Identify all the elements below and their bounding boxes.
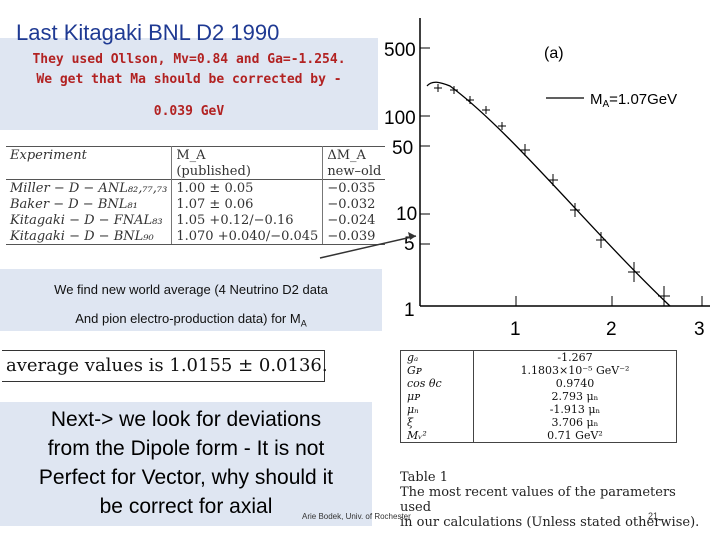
header-experiment: Experiment	[6, 146, 173, 163]
param-value: 0.9740	[555, 377, 595, 390]
row-dma: −0.035	[322, 179, 386, 196]
average-note-subscript: A	[300, 318, 307, 329]
data-point	[466, 96, 474, 104]
average-note-line-2-text: And pion electro-production data) for M	[75, 311, 301, 326]
table-caption-title: Table 1	[400, 470, 448, 485]
param-value: -1.913 μₙ	[549, 403, 601, 416]
data-point	[450, 86, 458, 94]
data-point	[482, 106, 490, 114]
data-point	[658, 286, 670, 306]
data-point	[628, 262, 640, 282]
table-caption-line-3: in our calculations (Unless stated other…	[400, 515, 700, 530]
header-ma: M_A	[171, 146, 324, 163]
note-line-1: They used Ollson, Mv=0.84 and Ga=-1.254.	[32, 52, 346, 67]
table-row: Kitagaki − D − FNAL₈₃ 1.05 +0.12/−0.16 −…	[6, 212, 385, 228]
data-point	[548, 174, 558, 186]
data-point	[596, 232, 606, 248]
x-tick-1: 1	[510, 319, 521, 340]
row-experiment: Miller − D − ANL₈₂,₇₇,₇₃	[6, 179, 173, 196]
next-line-1: Next-> we look for deviations	[50, 408, 322, 431]
param-value: 1.1803×10⁻⁵ GeV⁻²	[520, 364, 630, 377]
note-line-2: We get that Ma should be corrected by -	[36, 72, 342, 87]
y-tick-5: 5	[404, 234, 415, 255]
data-point	[570, 203, 580, 217]
param-key: μᴘ	[400, 390, 474, 403]
table-row: gₐ -1.267	[400, 350, 677, 364]
row-ma: 1.07 ± 0.06	[171, 196, 324, 212]
table-caption-line-2: The most recent values of the parameters…	[400, 485, 676, 515]
param-key: cos θc	[400, 377, 474, 390]
subheader-ma: (published)	[171, 163, 324, 180]
panel-label: (a)	[544, 45, 564, 62]
table-row: Kitagaki − D − BNL₉₀ 1.070 +0.040/−0.045…	[6, 228, 386, 245]
table-row: Mᵥ² 0.71 GeV²	[400, 429, 677, 443]
next-box	[0, 402, 372, 526]
average-values: average values is 1.0155 ± 0.0136.	[2, 350, 328, 382]
y-tick-10: 10	[396, 204, 417, 225]
x-tick-2: 2	[606, 319, 617, 340]
param-value: -1.267	[557, 351, 593, 364]
table-row: μₙ -1.913 μₙ	[400, 403, 677, 416]
y-tick-1: 1	[404, 300, 415, 321]
param-key: Mᵥ²	[400, 429, 474, 443]
average-note-box	[0, 269, 382, 331]
footer-author: Arie Bodek, Univ. of Rochester	[302, 512, 411, 521]
row-dma: −0.039	[322, 228, 386, 245]
row-dma: −0.032	[327, 196, 376, 212]
average-note-line-1: We find new world average (4 Neutrino D2…	[54, 282, 328, 297]
param-value: 3.706 μₙ	[551, 416, 599, 429]
note-box	[0, 38, 378, 130]
next-line-3: Perfect for Vector, why should it	[38, 466, 334, 489]
data-point	[498, 122, 506, 130]
note-line-3: 0.039 GeV	[153, 104, 225, 119]
param-key: gₐ	[400, 350, 474, 364]
table-row: cos θc 0.9740	[400, 377, 677, 390]
average-note-line-2: And pion electro-production data) for MA	[0, 311, 382, 329]
header-dma: ΔM_A	[322, 146, 386, 163]
row-ma: 1.05 +0.12/−0.16	[171, 212, 324, 228]
param-key: Gᴘ	[400, 364, 474, 377]
table-row: Baker − D − BNL₈₁ 1.07 ± 0.06 −0.032	[6, 196, 385, 212]
y-tick-500: 500	[384, 40, 416, 61]
data-point	[520, 144, 530, 156]
subheader-experiment	[6, 163, 173, 180]
subheader-dma: new–old	[327, 163, 382, 179]
page-number: 21	[648, 511, 659, 521]
data-points	[434, 84, 670, 306]
param-value: 2.793 μₙ	[551, 390, 599, 403]
slide-title: Last Kitagaki BNL D2 1990	[16, 20, 280, 45]
row-dma: −0.024	[327, 212, 376, 228]
table-row: ξ 3.706 μₙ	[400, 416, 677, 429]
y-tick-50: 50	[392, 138, 413, 159]
row-experiment: Kitagaki − D − FNAL₈₃	[6, 212, 173, 228]
legend-label: MA=1.07GeV	[590, 91, 677, 110]
x-tick-marks	[515, 296, 703, 306]
param-value: 0.71 GeV²	[547, 429, 603, 442]
x-tick-3: 3	[694, 319, 705, 340]
table-row: Miller − D − ANL₈₂,₇₇,₇₃ 1.00 ± 0.05 −0.…	[6, 179, 386, 196]
cross-section-plot: 500 100 50 10 5 1 1 2 3 (a) MA=1.07GeV	[384, 18, 710, 340]
row-experiment: Baker − D − BNL₈₁	[6, 196, 173, 212]
parameters-table: gₐ -1.267 Gᴘ 1.1803×10⁻⁵ GeV⁻² cos θc 0.974…	[400, 350, 692, 462]
row-ma: 1.00 ± 0.05	[171, 179, 324, 196]
table-row: Gᴘ 1.1803×10⁻⁵ GeV⁻²	[400, 364, 677, 377]
next-line-4: be correct for axial	[99, 495, 273, 518]
param-key: ξ	[400, 416, 474, 429]
table-row: μᴘ 2.793 μₙ	[400, 390, 677, 403]
param-key: μₙ	[400, 403, 474, 416]
fit-curve	[426, 81, 671, 307]
y-tick-100: 100	[384, 108, 416, 129]
y-tick-marks	[420, 47, 430, 307]
row-experiment: Kitagaki − D − BNL₉₀	[6, 228, 173, 245]
next-line-2: from the Dipole form - It is not	[47, 437, 325, 460]
table-caption: Table 1 The most recent values of the pa…	[400, 470, 700, 530]
experiment-table: Experiment M_A ΔM_A (published) new–old …	[6, 146, 386, 264]
row-ma: 1.070 +0.040/−0.045	[171, 228, 324, 245]
legend: MA=1.07GeV	[546, 91, 677, 110]
data-point	[434, 84, 442, 92]
